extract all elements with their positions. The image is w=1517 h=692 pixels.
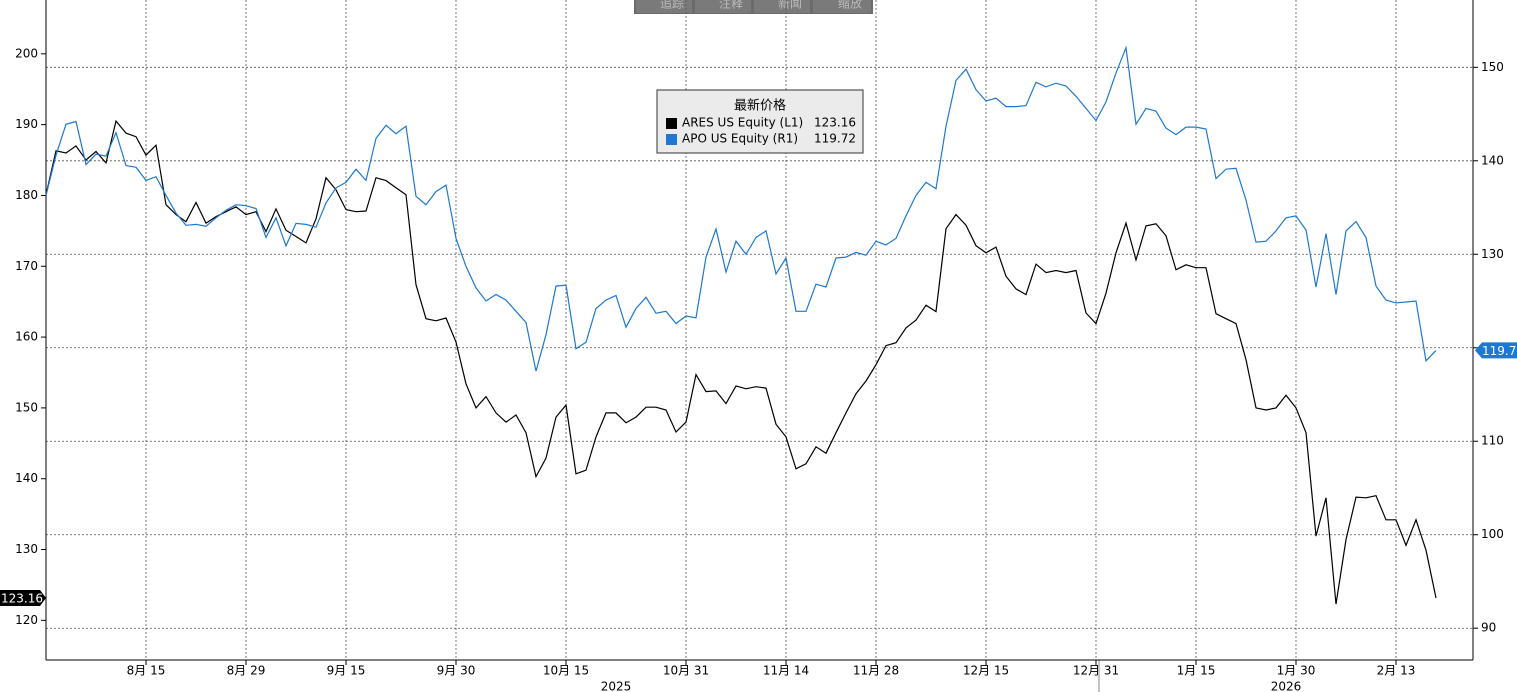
- x-tick-label: 11月 28: [853, 664, 899, 678]
- value-badge-label: 119.72: [1482, 344, 1517, 358]
- toolbar-label[interactable]: 新闻: [778, 0, 802, 11]
- x-tick-label: 10月 15: [543, 664, 589, 678]
- x-tick-label: 1月 15: [1177, 664, 1216, 678]
- x-tick-label: 8月 29: [227, 664, 266, 678]
- y-tick-label: 140: [15, 471, 38, 485]
- y2-tick-label: 140: [1481, 153, 1504, 167]
- legend-label: ARES US Equity (L1): [682, 116, 803, 130]
- toolbar-label[interactable]: 追踪: [660, 0, 684, 11]
- legend-title: 最新价格: [734, 98, 786, 114]
- legend-swatch: [666, 118, 677, 129]
- y-tick-label: 180: [15, 188, 38, 202]
- x-tick-label: 12月 31: [1073, 664, 1119, 678]
- y2-tick-label: 130: [1481, 247, 1504, 261]
- toolbar-button[interactable]: [695, 0, 751, 13]
- value-badge-label: 123.16: [1, 591, 43, 605]
- y-tick-label: 160: [15, 330, 38, 344]
- series-line: [45, 45, 1437, 372]
- year-label: 2025: [601, 680, 632, 692]
- y-tick-label: 200: [15, 46, 38, 60]
- y-tick-label: 120: [15, 613, 38, 627]
- legend-swatch: [666, 134, 677, 145]
- x-tick-label: 11月 14: [763, 664, 809, 678]
- legend-label: APO US Equity (R1): [682, 132, 798, 146]
- y-tick-label: 170: [15, 259, 38, 273]
- legend-value: 123.16: [814, 116, 856, 130]
- year-label: 2026: [1271, 680, 1302, 692]
- y2-tick-label: 100: [1481, 527, 1504, 541]
- toolbar-button[interactable]: [813, 0, 871, 13]
- y2-tick-label: 150: [1481, 60, 1504, 74]
- x-tick-label: 8月 15: [127, 664, 166, 678]
- y-tick-label: 190: [15, 117, 38, 131]
- toolbar-label[interactable]: 缩放: [838, 0, 862, 11]
- value-badge: [1475, 342, 1517, 359]
- legend-value: 119.72: [814, 132, 856, 146]
- x-tick-label: 9月 15: [327, 664, 366, 678]
- toolbar: 追踪 注释 新闻 缩放: [634, 0, 873, 14]
- series-line: [45, 119, 1437, 605]
- toolbar-button[interactable]: [636, 0, 692, 13]
- legend-box: [656, 89, 864, 154]
- toolbar-label[interactable]: 注释: [719, 0, 743, 11]
- y-tick-label: 130: [15, 542, 38, 556]
- y2-tick-label: 110: [1481, 434, 1504, 448]
- x-tick-label: 9月 30: [437, 664, 476, 678]
- x-tick-label: 12月 15: [963, 664, 1009, 678]
- x-tick-label: 2月 13: [1377, 664, 1416, 678]
- x-tick-label: 1月 30: [1277, 664, 1316, 678]
- legend: 最新价格 ARES US Equity (L1) 123.16 APO US Equi…: [656, 89, 864, 154]
- y-tick-label: 150: [15, 400, 38, 414]
- x-tick-label: 10月 31: [663, 664, 709, 678]
- toolbar-button[interactable]: [754, 0, 810, 13]
- value-badge: [0, 589, 46, 606]
- y2-tick-label: 90: [1481, 621, 1496, 635]
